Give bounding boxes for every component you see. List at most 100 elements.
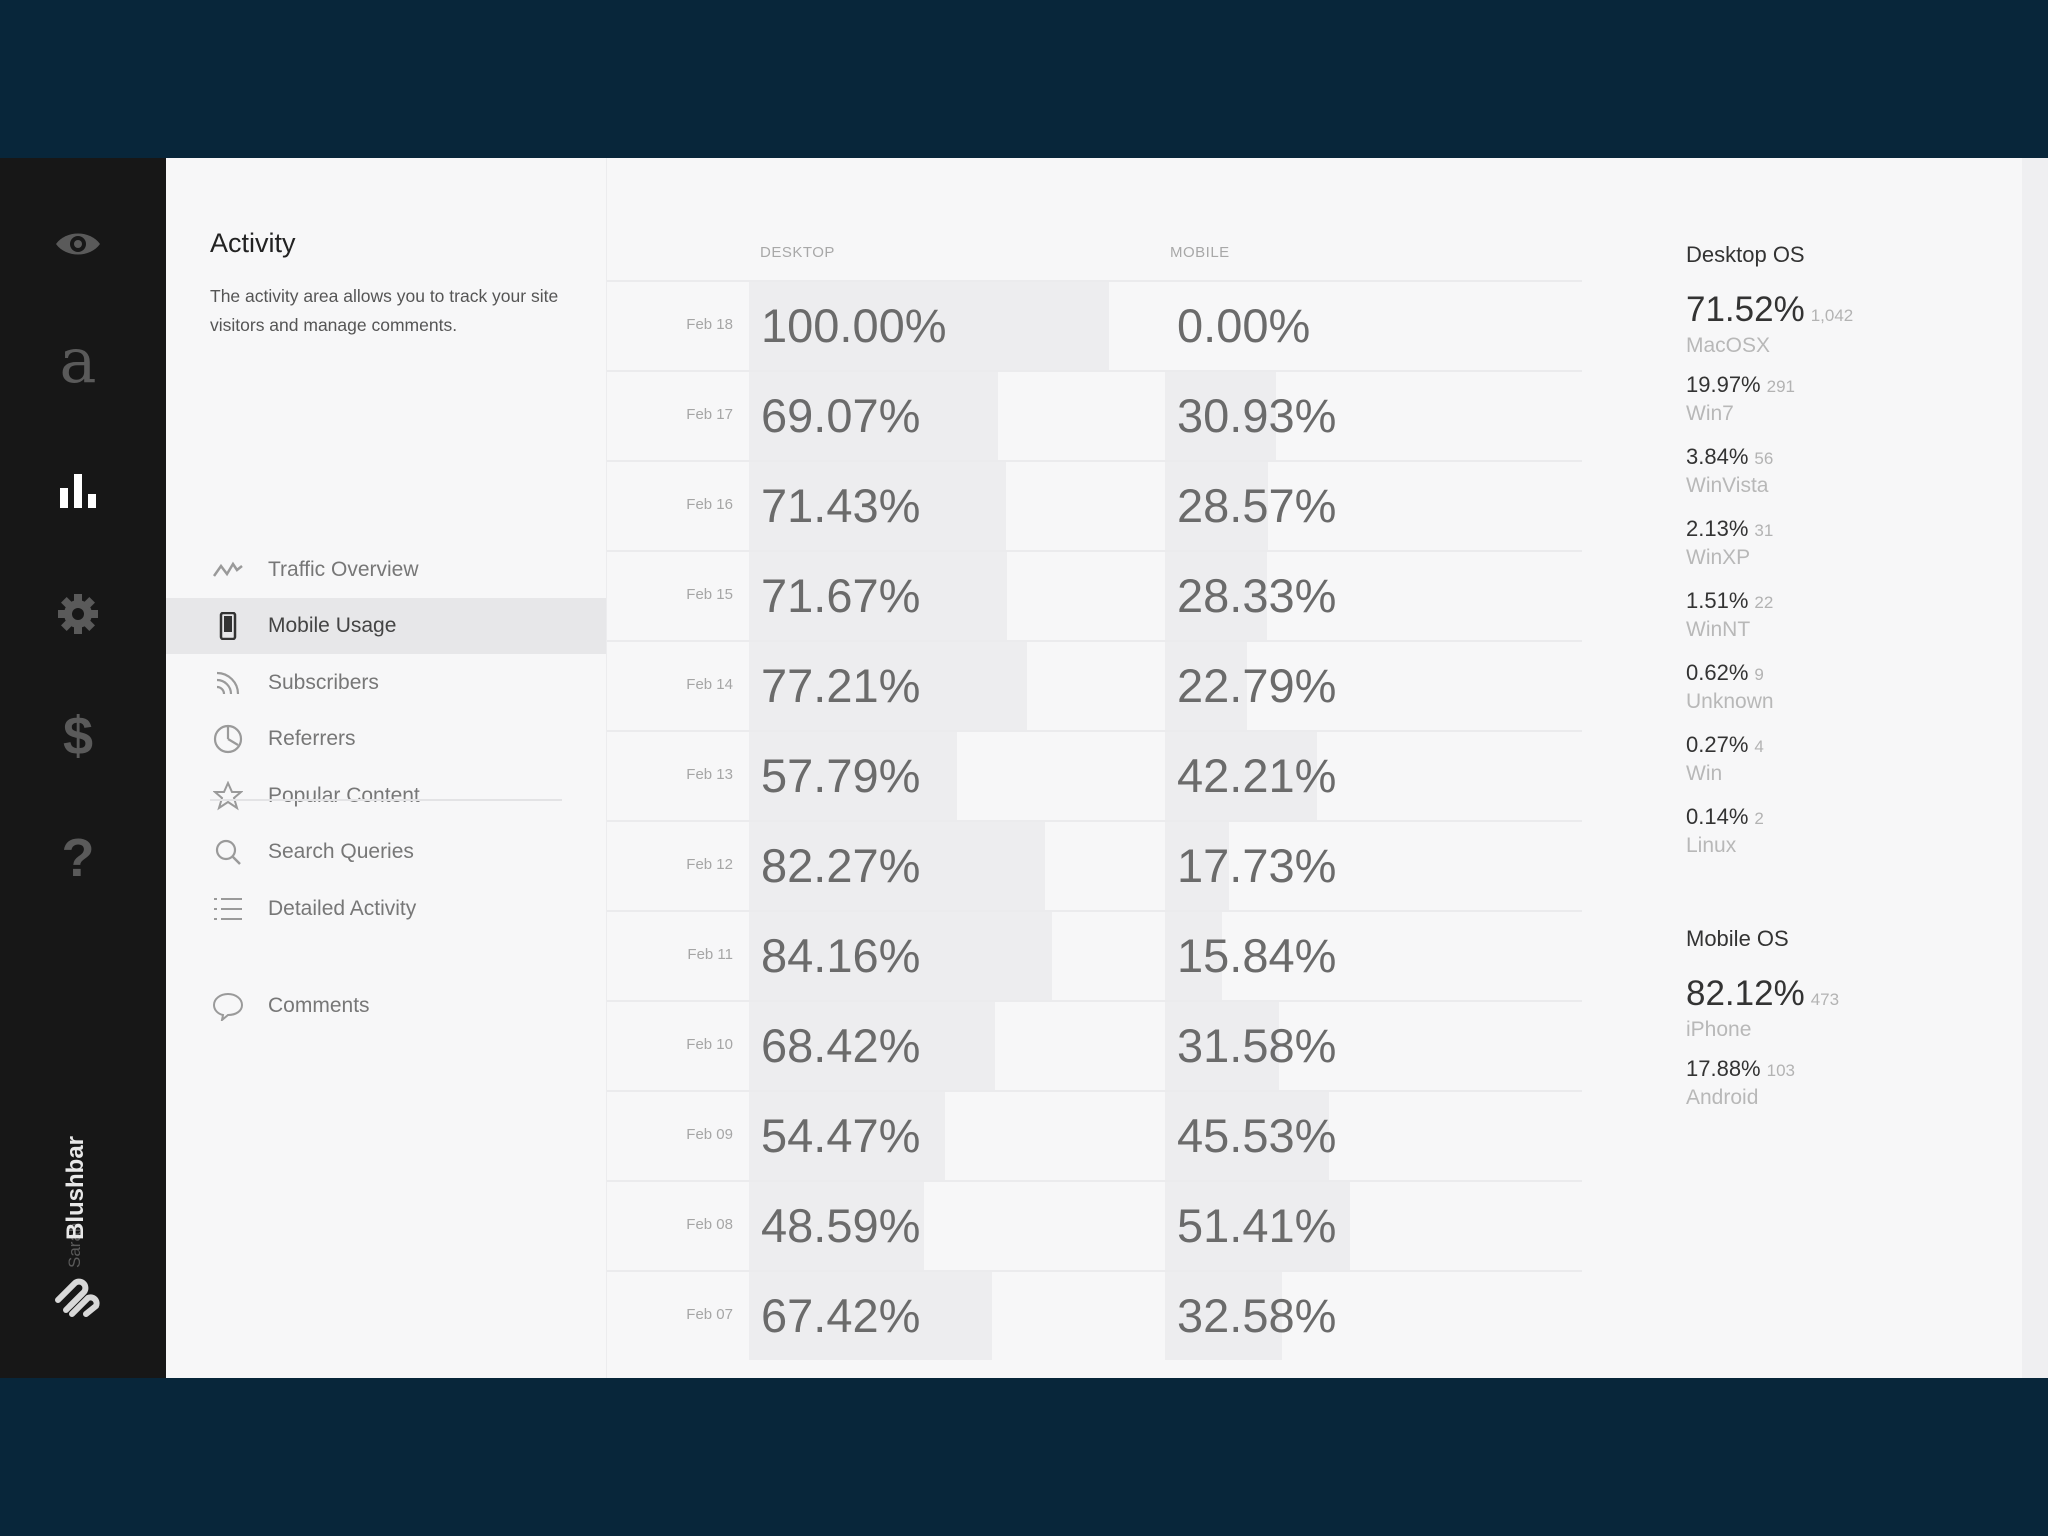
mobile-percentage: 51.41% [1177, 1199, 1337, 1252]
os-count: 4 [1754, 737, 1764, 756]
os-percentage: 71.52% [1686, 290, 1805, 329]
gear-icon[interactable] [38, 574, 118, 654]
os-name: Win7 [1686, 402, 1734, 425]
os-name: Android [1686, 1086, 1759, 1109]
star-icon [210, 778, 246, 814]
desktop-percentage: 67.42% [761, 1289, 921, 1342]
row-date: Feb 11 [687, 946, 733, 963]
os-stat-item: 3.84% 56 WinVista [1686, 444, 1773, 498]
desktop-share-bar [749, 1092, 946, 1180]
desktop-share-bar [749, 462, 1007, 550]
desktop-percentage: 84.16% [761, 929, 921, 982]
nav-item-popular-content[interactable]: Popular Content [166, 768, 606, 824]
squarespace-logo-icon[interactable] [52, 1278, 100, 1326]
os-name: WinVista [1686, 474, 1769, 497]
trend-icon [210, 552, 246, 588]
desktop-share-bar [749, 1002, 996, 1090]
table-row[interactable]: Feb 15 71.67% 28.33% [607, 550, 1582, 640]
row-date: Feb 14 [686, 676, 733, 693]
table-row[interactable]: Feb 07 67.42% 32.58% [607, 1270, 1582, 1360]
os-stat-item: 1.51% 22 WinNT [1686, 588, 1773, 642]
rss-icon [210, 665, 246, 701]
nav-item-traffic-overview[interactable]: Traffic Overview [166, 542, 606, 598]
nav-item-referrers[interactable]: Referrers [166, 711, 606, 767]
os-stat-item: 0.14% 2 Linux [1686, 804, 1764, 858]
os-stat-item: 82.12% 473 iPhone [1686, 974, 1839, 1042]
row-date: Feb 13 [686, 766, 733, 783]
table-row[interactable]: Feb 14 77.21% 22.79% [607, 640, 1582, 730]
desktop-percentage: 57.79% [761, 749, 921, 802]
row-date: Feb 08 [686, 1216, 733, 1233]
os-stat-item: 17.88% 103 Android [1686, 1056, 1795, 1110]
nav-item-search-queries[interactable]: Search Queries [166, 824, 606, 880]
nav-item-subscribers[interactable]: Subscribers [166, 655, 606, 711]
desktop-percentage: 48.59% [761, 1199, 921, 1252]
desktop-share-bar [749, 552, 1007, 640]
panel-title: Activity [210, 228, 296, 258]
nav-label: Comments [268, 994, 370, 1017]
mobile-share-bar [1165, 372, 1277, 460]
view-icon[interactable] [38, 204, 118, 284]
table-row[interactable]: Feb 17 69.07% 30.93% [607, 370, 1582, 460]
nav-item-mobile-usage[interactable]: Mobile Usage [166, 598, 606, 654]
scrollbar[interactable] [2022, 158, 2048, 1378]
a-logo-icon[interactable]: a [59, 324, 97, 397]
desktop-share-bar [749, 282, 1109, 370]
nav-label: Detailed Activity [268, 897, 417, 920]
desktop-share-bar [749, 1182, 924, 1270]
nav-label: Search Queries [268, 840, 414, 863]
row-date: Feb 16 [686, 496, 733, 513]
nav-item-comments[interactable]: Comments [166, 978, 606, 1034]
pie-icon [210, 721, 246, 757]
nav-item-detailed-activity[interactable]: Detailed Activity [166, 881, 606, 937]
site-name[interactable]: Blushbar [62, 1135, 89, 1240]
help-icon[interactable]: ? [61, 828, 95, 888]
dollar-icon[interactable]: $ [62, 706, 94, 766]
os-name: WinNT [1686, 618, 1751, 641]
os-count: 56 [1754, 449, 1774, 468]
desktop-percentage: 54.47% [761, 1109, 921, 1162]
mobile-percentage: 0.00% [1177, 299, 1311, 352]
table-row[interactable]: Feb 09 54.47% 45.53% [607, 1090, 1582, 1180]
table-row[interactable]: Feb 18 100.00% 0.00% [607, 280, 1582, 370]
os-count: 291 [1766, 377, 1795, 396]
search-icon [210, 834, 246, 870]
desktop-share-bar [749, 372, 998, 460]
table-row[interactable]: Feb 12 82.27% 17.73% [607, 820, 1582, 910]
desktop-percentage: 68.42% [761, 1019, 921, 1072]
row-date: Feb 12 [686, 856, 733, 873]
phone-icon [210, 608, 246, 644]
mobile-share-bar [1165, 462, 1268, 550]
desktop-share-bar [749, 732, 958, 820]
nav-label: Popular Content [268, 784, 420, 807]
os-stat-item: 19.97% 291 Win7 [1686, 372, 1795, 426]
mobile-share-bar [1165, 912, 1223, 1000]
mobile-percentage: 22.79% [1177, 659, 1337, 712]
comment-icon [210, 988, 246, 1024]
desktop-share-bar [749, 642, 1027, 730]
mobile-percentage: 17.73% [1177, 839, 1337, 892]
table-row[interactable]: Feb 11 84.16% 15.84% [607, 910, 1582, 1000]
mobile-share-bar [1165, 732, 1317, 820]
os-percentage: 82.12% [1686, 974, 1805, 1013]
mobile-percentage: 28.57% [1177, 479, 1337, 532]
mobile-share-bar [1165, 1272, 1283, 1360]
table-row[interactable]: Feb 13 57.79% 42.21% [607, 730, 1582, 820]
os-stat-item: 0.27% 4 Win [1686, 732, 1764, 786]
table-row[interactable]: Feb 08 48.59% 51.41% [607, 1180, 1582, 1270]
table-row[interactable]: Feb 10 68.42% 31.58% [607, 1000, 1582, 1090]
stats-icon[interactable] [38, 450, 118, 530]
row-date: Feb 15 [686, 586, 733, 603]
desktop-os-heading: Desktop OS [1686, 242, 1805, 267]
nav-divider [210, 799, 562, 801]
table-row[interactable]: Feb 16 71.43% 28.57% [607, 460, 1582, 550]
os-stat-item: 2.13% 31 WinXP [1686, 516, 1773, 570]
desktop-share-bar [749, 1272, 992, 1360]
mobile-percentage: 42.21% [1177, 749, 1337, 802]
mobile-share-bar [1165, 552, 1267, 640]
desktop-column-header: DESKTOP [760, 244, 835, 261]
mobile-share-bar [1165, 822, 1229, 910]
desktop-percentage: 77.21% [761, 659, 921, 712]
os-percentage: 2.13% [1686, 516, 1749, 541]
os-percentage: 0.27% [1686, 732, 1749, 757]
